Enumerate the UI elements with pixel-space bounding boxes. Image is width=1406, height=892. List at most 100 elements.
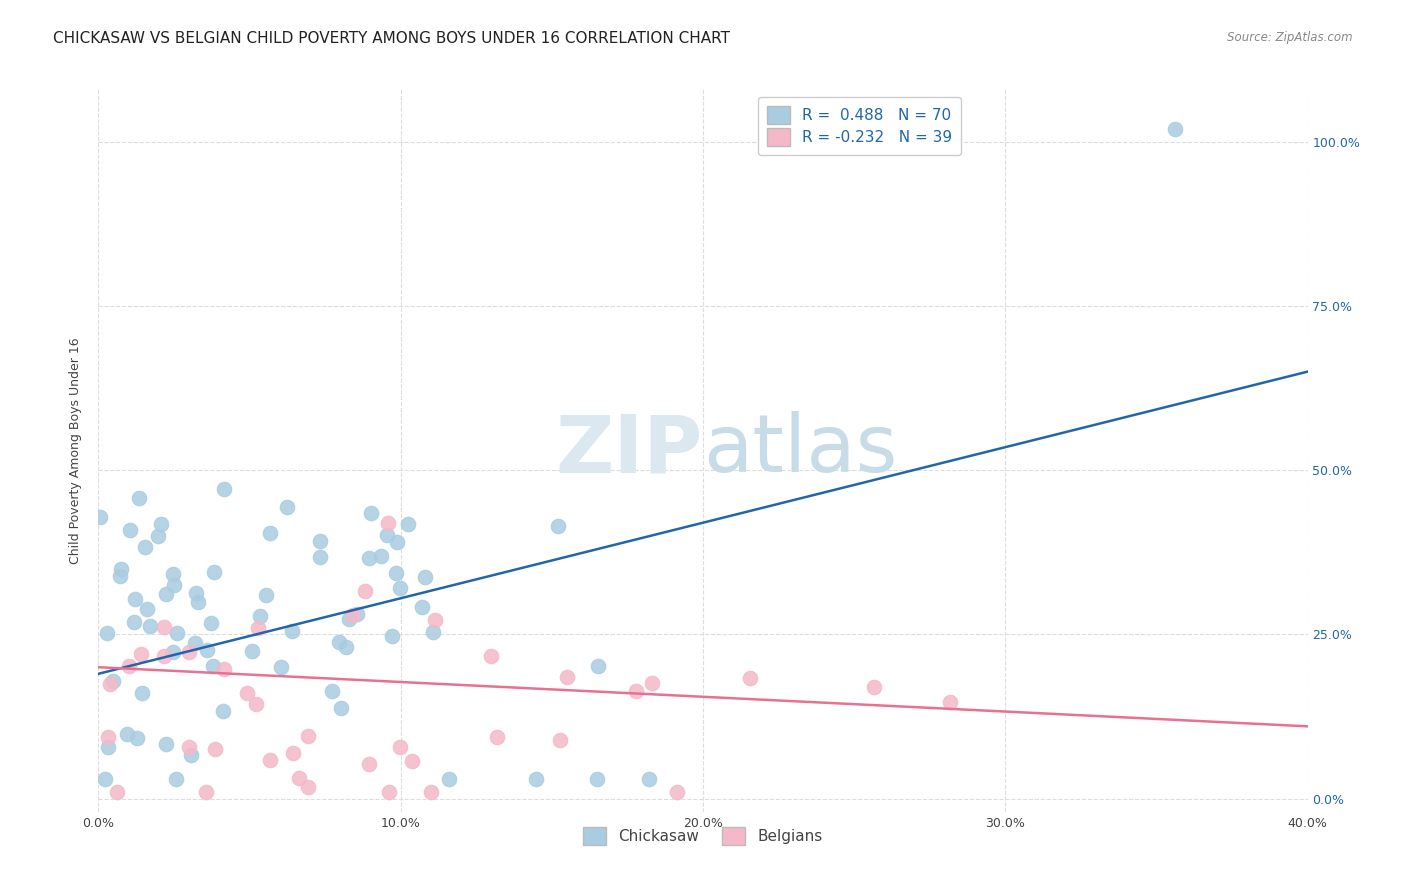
Point [339, 612, 361, 626]
Point [195, 785, 218, 799]
Point [259, 753, 281, 767]
Point [413, 570, 436, 584]
Point [155, 737, 177, 751]
Point [423, 613, 446, 627]
Point [212, 662, 235, 676]
Point [420, 785, 443, 799]
Point [353, 583, 375, 598]
Point [626, 683, 648, 698]
Point [270, 660, 292, 674]
Text: atlas: atlas [703, 411, 897, 490]
Point [184, 586, 207, 600]
Point [586, 772, 609, 786]
Point [200, 615, 222, 630]
Point [89, 510, 111, 524]
Point [150, 517, 173, 532]
Point [254, 588, 277, 602]
Point [153, 620, 176, 634]
Point [146, 529, 169, 543]
Point [177, 739, 200, 754]
Point [97, 740, 120, 755]
Point [863, 680, 886, 694]
Point [638, 772, 661, 786]
Point [641, 675, 664, 690]
Point [422, 625, 444, 640]
Point [389, 740, 412, 755]
Point [110, 561, 132, 575]
Point [212, 483, 235, 497]
Point [328, 634, 350, 648]
Point [384, 566, 406, 581]
Point [155, 587, 177, 601]
Point [240, 643, 263, 657]
Point [204, 742, 226, 756]
Point [97, 731, 120, 745]
Point [246, 621, 269, 635]
Text: ZIP: ZIP [555, 411, 703, 490]
Point [166, 625, 188, 640]
Point [124, 615, 146, 629]
Point [118, 523, 141, 537]
Point [396, 517, 419, 532]
Point [586, 659, 609, 673]
Point [236, 686, 259, 700]
Point [103, 673, 125, 688]
Point [118, 659, 141, 673]
Point [96, 625, 118, 640]
Point [479, 648, 502, 663]
Point [939, 695, 962, 709]
Point [125, 731, 148, 745]
Point [321, 683, 343, 698]
Point [738, 671, 761, 685]
Point [134, 540, 156, 554]
Point [259, 526, 281, 541]
Point [93, 772, 115, 786]
Point [163, 577, 186, 591]
Point [401, 754, 423, 768]
Point [387, 534, 409, 549]
Point [139, 619, 162, 633]
Point [360, 507, 382, 521]
Point [547, 519, 569, 533]
Point [166, 772, 188, 786]
Point [357, 551, 380, 566]
Point [195, 643, 218, 657]
Point [377, 516, 399, 530]
Point [153, 648, 176, 663]
Point [411, 600, 433, 615]
Point [128, 491, 150, 505]
Point [105, 785, 128, 799]
Text: Source: ZipAtlas.com: Source: ZipAtlas.com [1227, 31, 1353, 45]
Point [124, 591, 146, 606]
Point [100, 677, 122, 691]
Point [249, 609, 271, 624]
Point [276, 500, 298, 515]
Point [378, 785, 401, 799]
Point [297, 729, 319, 743]
Point [202, 565, 225, 579]
Point [342, 608, 364, 623]
Point [281, 624, 304, 638]
Point [110, 569, 132, 583]
Point [180, 747, 202, 762]
Point [162, 645, 184, 659]
Point [162, 566, 184, 581]
Point [202, 658, 225, 673]
Point [131, 647, 153, 661]
Point [131, 686, 153, 700]
Point [377, 528, 399, 542]
Point [211, 704, 233, 718]
Point [184, 636, 207, 650]
Legend: Chickasaw, Belgians: Chickasaw, Belgians [578, 822, 828, 851]
Point [288, 771, 311, 785]
Point [548, 733, 571, 747]
Point [555, 670, 578, 684]
Point [665, 785, 688, 799]
Point [115, 726, 138, 740]
Point [357, 756, 380, 771]
Point [179, 645, 201, 659]
Point [524, 772, 547, 786]
Point [381, 629, 404, 643]
Point [309, 533, 332, 548]
Point [308, 549, 330, 564]
